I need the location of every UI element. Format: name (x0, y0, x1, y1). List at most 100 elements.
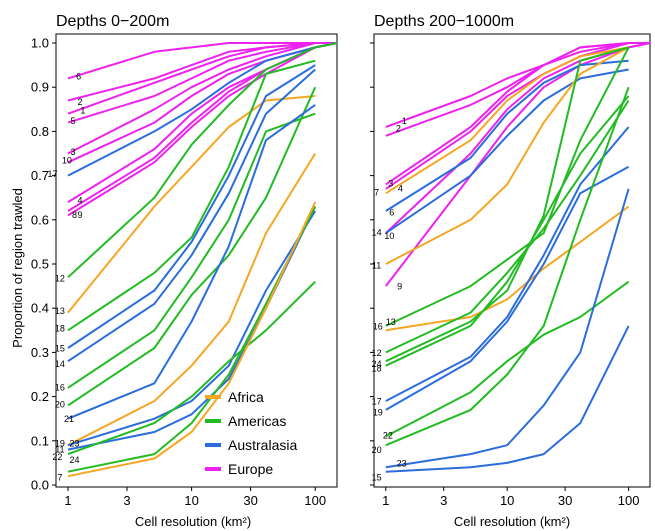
x-tick-label: 3 (123, 493, 130, 508)
series-line-22 (67, 280, 316, 456)
y-tick-label: 0.8 (31, 124, 49, 139)
plot-frame (55, 33, 338, 488)
x-tick-label: 3 (440, 493, 447, 508)
series-label-11: 11 (372, 260, 381, 270)
y-tick-label: 0.0 (31, 478, 49, 493)
series-label-20: 20 (55, 400, 65, 410)
x-tick-label: 1 (382, 493, 389, 508)
series-line-11 (385, 46, 630, 265)
series-label-13: 13 (55, 306, 65, 316)
series-label-4: 4 (77, 195, 82, 205)
series-line-15 (385, 325, 630, 473)
series-line-13 (385, 46, 630, 327)
y-tick-label: 0.4 (31, 301, 49, 316)
x-tick-label: 10 (184, 493, 198, 508)
series-line-3 (67, 42, 337, 155)
series-label-7: 7 (57, 473, 62, 483)
series-line-12 (67, 42, 338, 279)
legend-label-africa: Africa (228, 389, 264, 405)
x-tick-label: 30 (558, 493, 572, 508)
x-axis-title-left-text: Cell resolution (km²) (135, 514, 251, 529)
series-label-10: 10 (384, 231, 394, 241)
series-label-20: 20 (372, 445, 382, 455)
series-line-18 (385, 95, 630, 367)
series-label-9: 9 (77, 210, 82, 220)
series-label-23: 23 (70, 439, 80, 449)
y-tick-label: 0.1 (31, 433, 49, 448)
series-line-24 (385, 46, 629, 363)
series-label-16: 16 (373, 321, 383, 331)
series-label-21: 21 (64, 414, 74, 424)
series-label-17: 17 (372, 397, 382, 407)
series-label-24: 24 (372, 359, 382, 369)
series-label-6: 6 (76, 72, 81, 82)
series-line-14 (67, 68, 316, 363)
series-line-16 (67, 112, 316, 389)
x-tick-label: 10 (500, 493, 514, 508)
x-tick-label: 100 (304, 493, 326, 508)
plot-frame (373, 33, 651, 488)
series-line-19 (67, 152, 317, 447)
series-line-19 (385, 165, 630, 411)
series-line-21 (67, 104, 316, 420)
y-tick-label: 0.7 (31, 168, 49, 183)
legend-label-europe: Europe (228, 461, 273, 477)
series-label-2: 2 (396, 123, 401, 133)
series-label-18: 18 (372, 363, 382, 373)
legend-label-americas: Americas (228, 413, 286, 429)
series-label-13: 13 (386, 317, 396, 327)
series-line-7 (385, 46, 629, 195)
x-tick-label: 100 (618, 493, 640, 508)
series-label-14: 14 (55, 359, 65, 369)
series-label-5: 5 (71, 116, 76, 126)
y-tick-label: 0.3 (31, 345, 49, 360)
series-line-20 (385, 86, 630, 447)
series-label-19: 19 (55, 439, 65, 449)
x-axis-title-right-text: Cell resolution (km²) (454, 514, 570, 529)
legend-label-australasia: Australasia (228, 437, 297, 453)
series-label-24: 24 (70, 455, 80, 465)
legend: Africa Americas Australasia Europe (205, 389, 297, 477)
x-tick-label: 1 (64, 493, 71, 508)
panel-shallow: 0.00.10.20.30.40.50.60.70.80.91.01 3 10 30 1… (31, 33, 338, 508)
y-tick-label: 1.0 (31, 36, 49, 51)
series-label-3: 3 (71, 147, 76, 157)
series-label-23: 23 (397, 458, 407, 468)
series-label-22: 22 (383, 431, 393, 441)
series-line-13 (67, 95, 316, 314)
series-label-12: 12 (372, 348, 382, 358)
series-label-11: 11 (55, 444, 64, 454)
series-line-20 (67, 86, 317, 407)
series-line-17 (385, 126, 630, 402)
series-label-15: 15 (372, 473, 382, 483)
series-line-7 (67, 201, 317, 478)
series-label-19: 19 (373, 408, 383, 418)
series-line-23 (385, 188, 630, 469)
series-label-1: 1 (402, 116, 407, 126)
series-line-1 (67, 42, 337, 115)
series-label-7: 7 (374, 187, 379, 197)
series-label-18: 18 (55, 324, 65, 334)
x-tick-label: 30 (243, 493, 257, 508)
series-line-18 (67, 59, 316, 332)
series-label-12: 12 (55, 274, 65, 284)
series-label-4: 4 (398, 183, 403, 193)
series-line-6 (385, 59, 629, 212)
series-line-15 (67, 64, 316, 349)
series-label-15: 15 (55, 343, 65, 353)
x-axis-title-left: Cell resolution (km²) (135, 514, 251, 529)
y-tick-label: 0.2 (31, 389, 49, 404)
series-label-1: 1 (80, 106, 85, 116)
series-label-8: 8 (72, 210, 77, 220)
series-label-3: 3 (388, 179, 393, 189)
y-tick-label: 0.9 (31, 80, 49, 95)
series-line-23 (67, 210, 317, 447)
series-label-10: 10 (62, 156, 72, 166)
series-label-2: 2 (77, 97, 82, 107)
series-line-22 (385, 280, 630, 438)
y-tick-label: 0.5 (31, 257, 49, 272)
series-label-14: 14 (372, 228, 382, 238)
series-label-16: 16 (55, 382, 65, 392)
x-axis-title-right: Cell resolution (km²) (454, 514, 570, 529)
